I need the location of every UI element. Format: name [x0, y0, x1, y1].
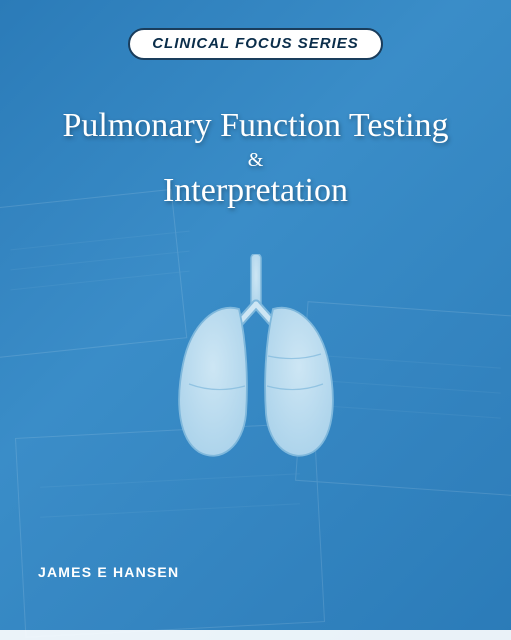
title-line-1: Pulmonary Function Testing — [62, 106, 448, 147]
lungs-icon — [161, 254, 351, 459]
series-label: CLINICAL FOCUS SERIES — [152, 35, 359, 52]
book-cover: CLINICAL FOCUS SERIES Pulmonary Function… — [0, 0, 511, 640]
title-line-2: Interpretation — [62, 171, 448, 212]
title-ampersand: & — [62, 149, 448, 171]
series-badge: CLINICAL FOCUS SERIES — [128, 28, 383, 60]
lungs-illustration-wrap — [0, 254, 511, 459]
author-name: JAMES E HANSEN — [38, 564, 179, 580]
title-block: Pulmonary Function Testing & Interpretat… — [62, 106, 448, 212]
bottom-border — [0, 630, 511, 640]
